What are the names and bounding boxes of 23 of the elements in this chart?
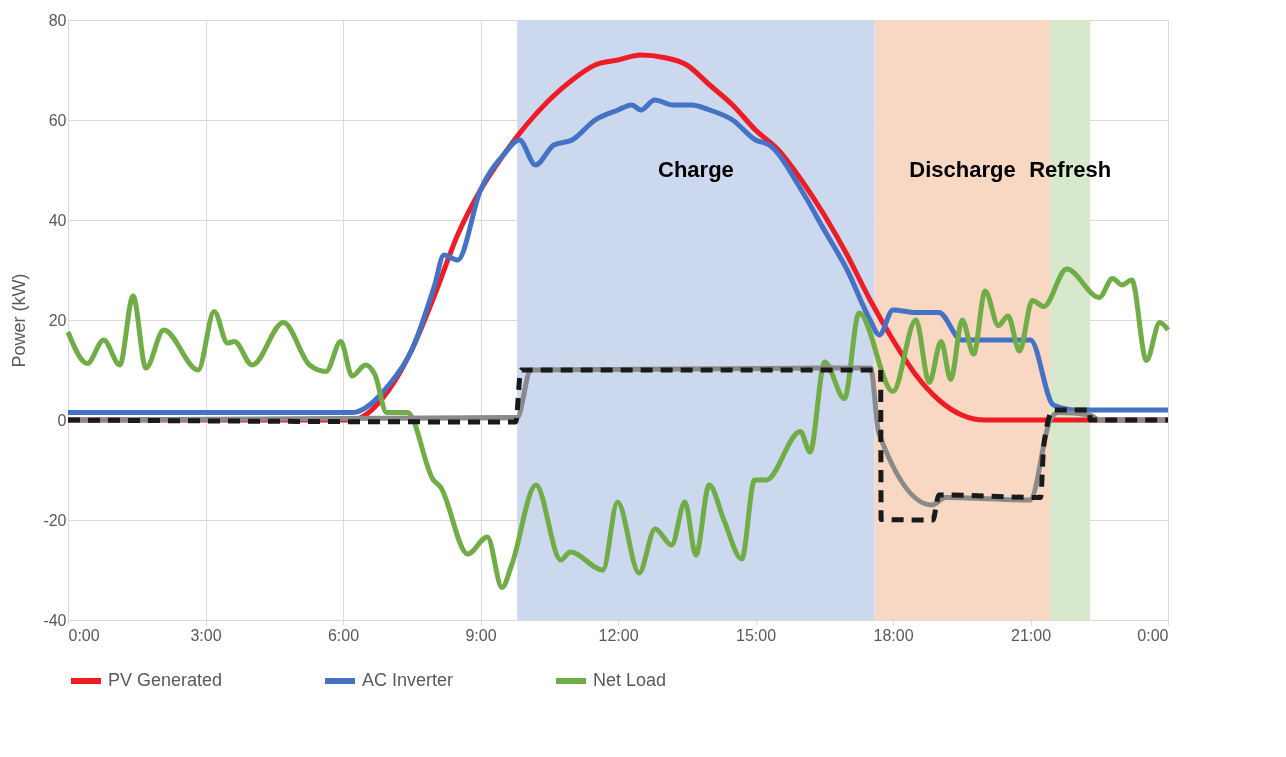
x-tick-label: 0:00 (1137, 626, 1169, 644)
x-tick-label: 3:00 (190, 626, 222, 644)
x-tick-label: 15:00 (735, 626, 777, 644)
legend-label: PV Generated (108, 670, 223, 690)
y-tick-label: 60 (48, 111, 67, 129)
x-tick-label: 18:00 (873, 626, 914, 644)
band-label: Discharge (909, 157, 1016, 182)
y-tick-label: 40 (48, 211, 67, 229)
x-tick-label: 6:00 (327, 626, 360, 644)
y-axis-title: Power (kW) (9, 273, 30, 368)
legend-label: AC Inverter (362, 670, 454, 690)
y-tick-label: 0 (57, 411, 67, 429)
y-tick-label: -20 (43, 511, 67, 529)
legend-label: Net Load (593, 670, 667, 690)
y-tick-label: -40 (43, 611, 67, 629)
x-tick-label: 0:00 (68, 626, 100, 644)
x-tick-label: 21:00 (1010, 626, 1052, 644)
band-label: Refresh (1029, 157, 1112, 182)
y-tick-label: 80 (48, 11, 67, 29)
x-tick-label: 12:00 (598, 626, 639, 644)
y-tick-label: 20 (48, 311, 67, 329)
band-label: Charge (658, 157, 734, 182)
x-tick-label: 9:00 (465, 626, 497, 644)
